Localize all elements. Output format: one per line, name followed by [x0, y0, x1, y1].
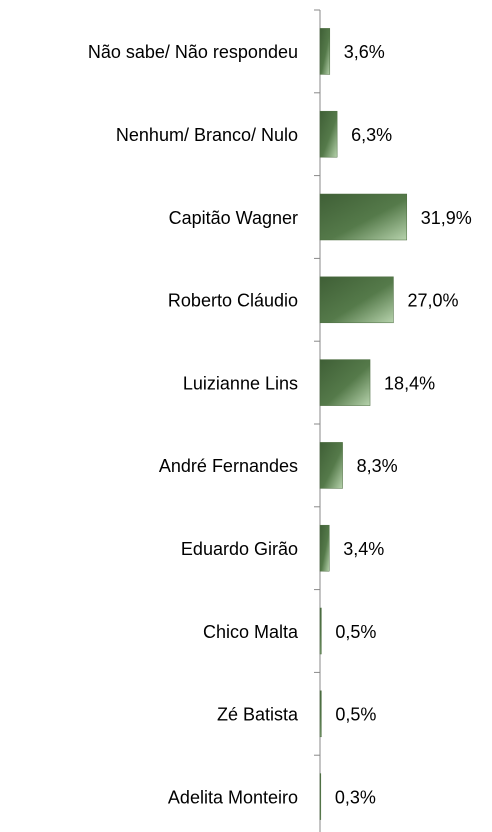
category-label: Chico Malta: [203, 622, 299, 642]
category-label: Não sabe/ Não respondeu: [88, 42, 298, 62]
value-label: 3,6%: [344, 42, 385, 62]
category-label: Zé Batista: [217, 705, 299, 725]
value-label: 0,5%: [335, 622, 376, 642]
value-label: 27,0%: [407, 291, 458, 311]
value-label: 8,3%: [357, 456, 398, 476]
bar: [319, 773, 322, 820]
bar: [319, 193, 408, 241]
category-label: Capitão Wagner: [169, 208, 298, 228]
bar: [319, 359, 371, 406]
value-label: 0,5%: [335, 705, 376, 725]
value-label: 31,9%: [421, 208, 472, 228]
category-label: André Fernandes: [159, 456, 298, 476]
value-label: 3,4%: [343, 539, 384, 559]
bar: [319, 276, 394, 324]
value-label: 18,4%: [384, 373, 435, 393]
category-label: Adelita Monteiro: [168, 787, 298, 807]
bar: [319, 28, 331, 75]
value-label: 6,3%: [351, 125, 392, 145]
category-label: Roberto Cláudio: [168, 291, 298, 311]
value-label: 0,3%: [335, 787, 376, 807]
bar: [319, 524, 330, 572]
bar: [319, 442, 343, 489]
category-label: Luizianne Lins: [183, 373, 298, 393]
bar: [319, 690, 322, 738]
category-label: Nenhum/ Branco/ Nulo: [116, 125, 298, 145]
bar: [319, 110, 338, 158]
category-label: Eduardo Girão: [181, 539, 298, 559]
bar: [319, 607, 322, 655]
